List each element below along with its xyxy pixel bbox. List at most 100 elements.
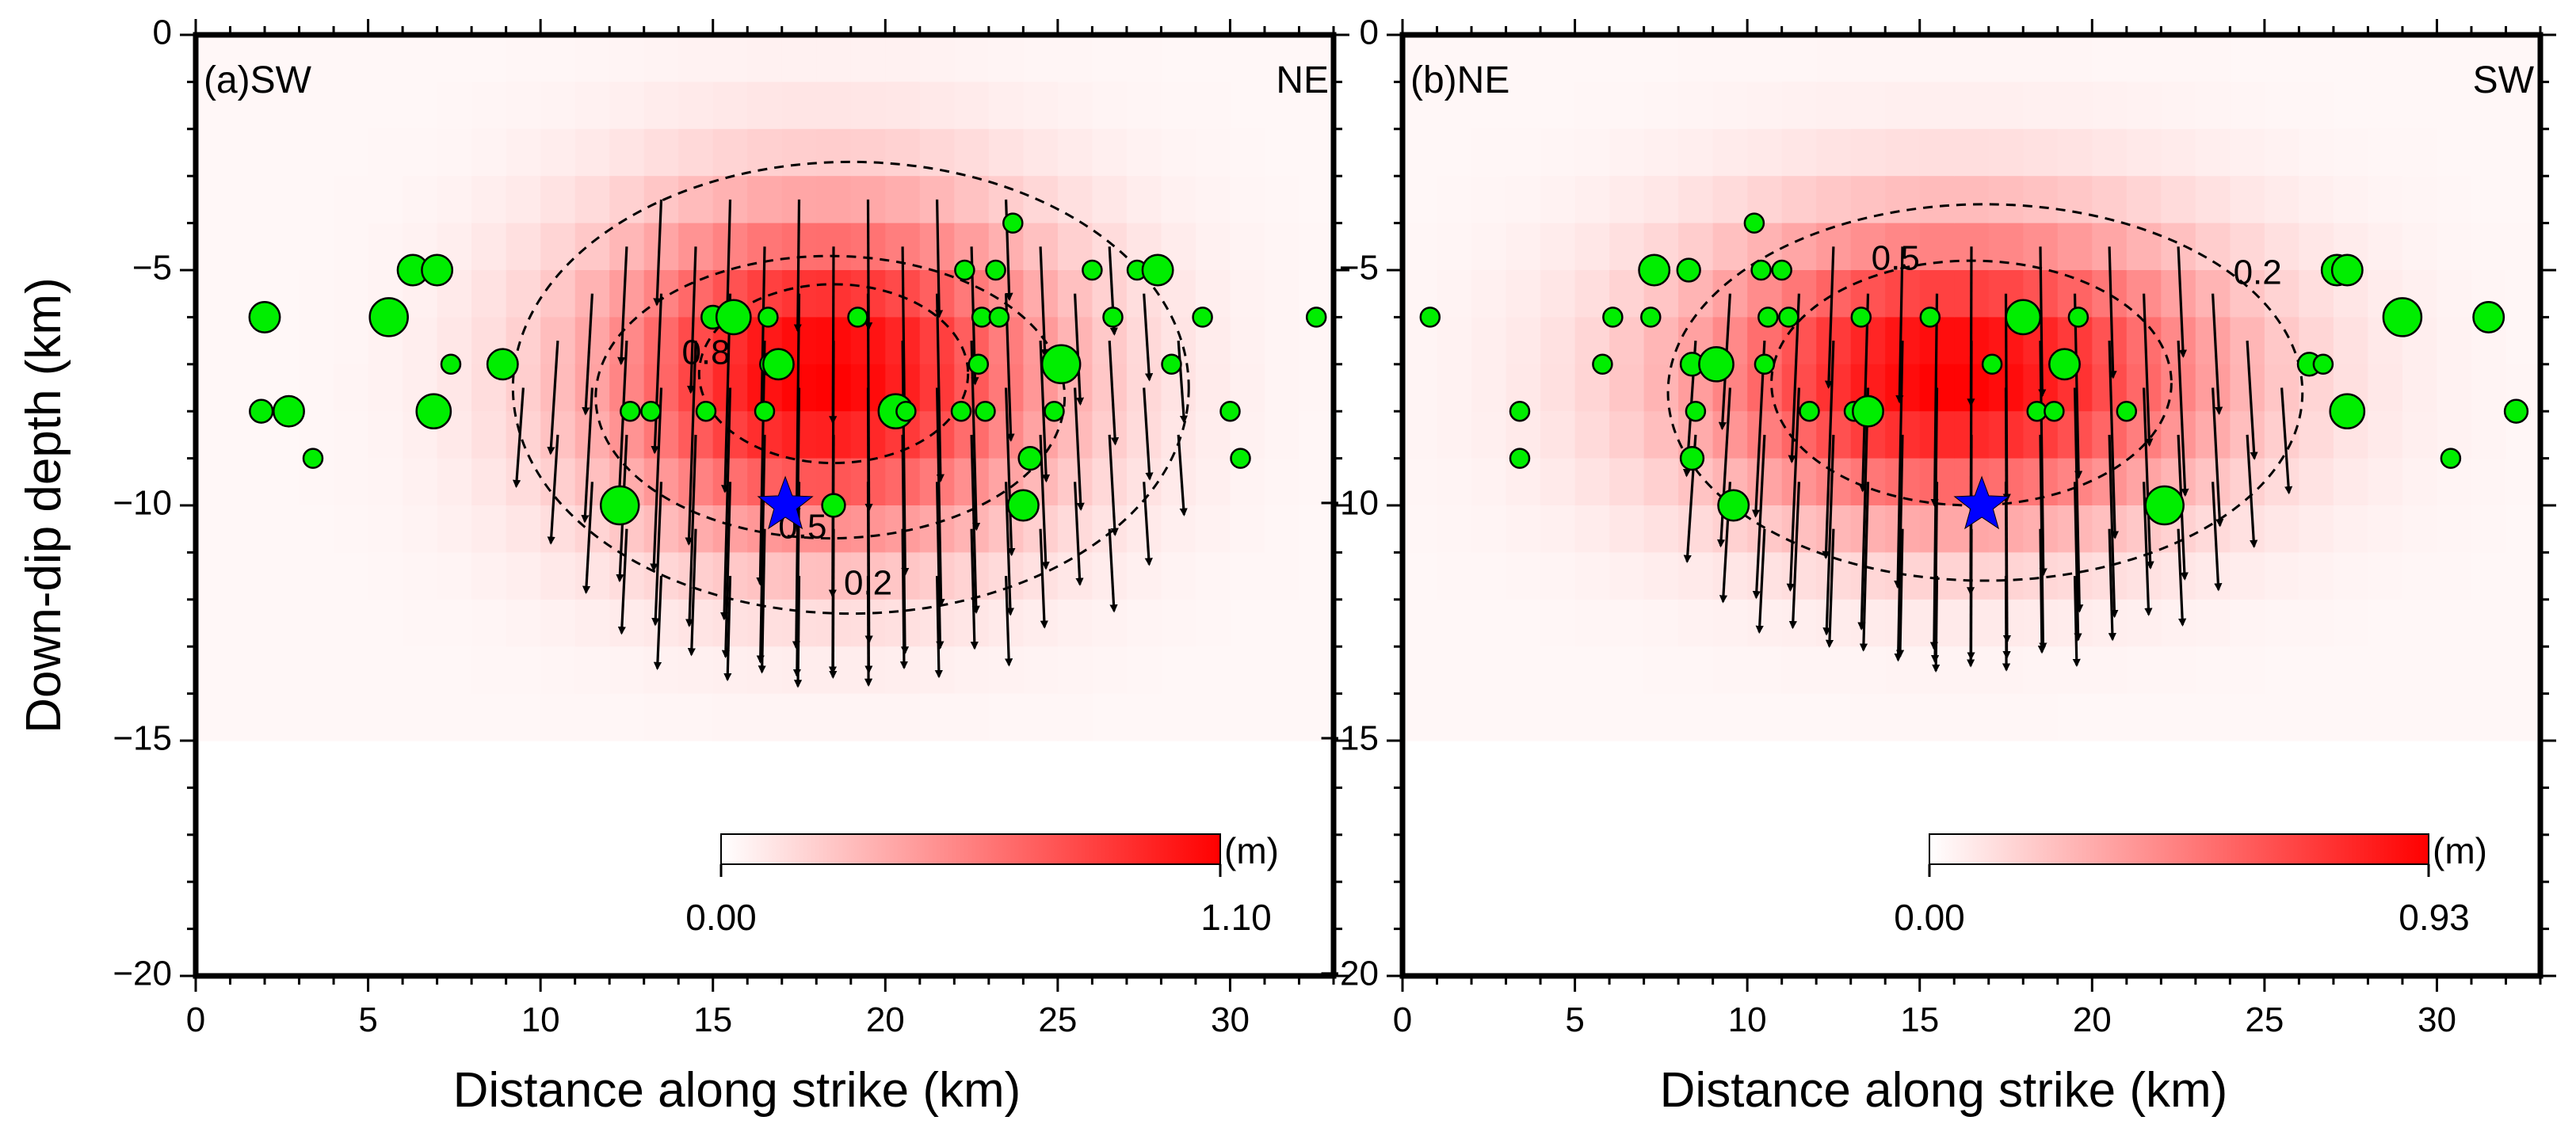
slip-cell xyxy=(1712,599,1748,647)
slip-cell xyxy=(196,317,231,365)
slip-cell xyxy=(1988,35,2024,82)
slip-cell xyxy=(2471,35,2507,82)
slip-cell xyxy=(2299,505,2334,553)
slip-cell xyxy=(1092,646,1128,695)
slip-cell xyxy=(678,646,714,695)
slip-cell xyxy=(1299,552,1334,600)
slip-arrow xyxy=(617,528,628,635)
slip-cell xyxy=(988,128,1024,177)
slip-cell xyxy=(299,552,334,600)
event-marker xyxy=(2330,253,2364,287)
slip-cell xyxy=(1574,552,1610,600)
slip-cell xyxy=(1230,82,1265,130)
slip-cell xyxy=(816,128,852,177)
slip-cell xyxy=(1574,176,1610,224)
event-marker xyxy=(761,348,795,381)
slip-cell xyxy=(1265,317,1300,365)
slip-cell xyxy=(1230,646,1265,695)
slip-cell xyxy=(1678,128,1714,177)
slip-cell xyxy=(1471,693,1507,741)
slip-cell xyxy=(1023,693,1059,741)
slip-cell xyxy=(1850,128,1886,177)
slip-cell xyxy=(850,35,886,82)
plot-frame-b xyxy=(1399,32,2544,979)
slip-cell xyxy=(506,82,541,130)
slip-cell xyxy=(1678,35,1714,82)
slip-cell xyxy=(2299,552,2334,600)
slip-cell xyxy=(1540,223,1576,271)
slip-cell xyxy=(919,693,955,741)
slip-cell xyxy=(471,693,507,741)
slip-cell xyxy=(196,646,231,695)
slip-cell xyxy=(1540,552,1576,600)
slip-cell xyxy=(299,599,334,647)
slip-cell xyxy=(1230,128,1265,177)
slip-cell xyxy=(1885,599,1921,647)
slip-arrow xyxy=(829,528,838,680)
slip-arrow xyxy=(1822,341,1835,560)
slip-cell xyxy=(2195,693,2231,741)
slip-cell xyxy=(2264,505,2299,553)
slip-cell xyxy=(2161,646,2196,695)
slip-cell xyxy=(368,693,403,741)
slip-cell xyxy=(2161,35,2196,82)
slip-cell xyxy=(1195,552,1231,600)
slip-cell xyxy=(1574,270,1610,318)
slip-cell xyxy=(1437,270,1472,318)
event-marker xyxy=(440,353,462,375)
event-marker xyxy=(1602,307,1624,328)
slip-cell xyxy=(1747,599,1783,647)
event-marker xyxy=(754,400,776,422)
slip-cell xyxy=(2333,505,2368,553)
slip-arrow xyxy=(581,387,593,524)
event-marker xyxy=(2048,348,2081,381)
slip-cell xyxy=(850,82,886,130)
slip-cell xyxy=(747,646,783,695)
slip-cell xyxy=(2368,411,2403,459)
slip-cell xyxy=(988,646,1024,695)
slip-cell xyxy=(2471,505,2507,553)
slip-cell xyxy=(816,693,852,741)
slip-cell xyxy=(1195,458,1231,506)
slip-cell xyxy=(2161,128,2196,177)
panel-label-a: (a)SW xyxy=(204,59,312,101)
slip-cell xyxy=(2126,176,2162,224)
slip-cell xyxy=(1437,176,1472,224)
slip-arrow xyxy=(1108,528,1118,613)
slip-cell xyxy=(609,35,645,82)
slip-cell xyxy=(1437,458,1472,506)
slip-cell xyxy=(1609,505,1645,553)
slip-cell xyxy=(643,35,679,82)
slip-arrow xyxy=(1857,387,1870,631)
slip-cell xyxy=(506,505,541,553)
slip-arrow xyxy=(2280,387,2293,495)
slip-cell xyxy=(2057,646,2093,695)
slip-cell xyxy=(334,552,369,600)
slip-cell xyxy=(1712,646,1748,695)
slip-cell xyxy=(196,693,231,741)
slip-cell xyxy=(1265,458,1300,506)
slip-cell xyxy=(471,458,507,506)
slip-cell xyxy=(1609,552,1645,600)
slip-cell xyxy=(540,176,576,224)
slip-cell xyxy=(1299,223,1334,271)
slip-cell xyxy=(1712,128,1748,177)
slip-cell xyxy=(1540,364,1576,412)
slip-cell xyxy=(2299,458,2334,506)
slip-cell xyxy=(712,35,748,82)
slip-cell xyxy=(2437,552,2472,600)
slip-cell xyxy=(747,82,783,130)
slip-cell xyxy=(471,505,507,553)
slip-cell xyxy=(1299,176,1334,224)
slip-cell xyxy=(230,176,265,224)
event-marker xyxy=(1305,307,1327,328)
slip-cell xyxy=(1540,458,1576,506)
slip-cell xyxy=(2161,693,2196,741)
slip-cell xyxy=(574,35,610,82)
event-marker xyxy=(2329,393,2366,430)
slip-cell xyxy=(781,128,817,177)
x-tick-label: 0 xyxy=(186,1000,205,1039)
slip-cell xyxy=(2195,176,2231,224)
slip-cell xyxy=(2230,176,2265,224)
slip-cell xyxy=(1092,128,1128,177)
